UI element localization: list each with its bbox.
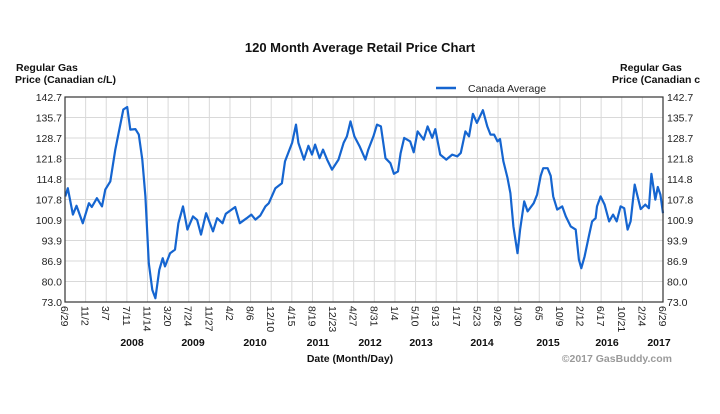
- x-tick-label: 10/9: [553, 306, 565, 327]
- y-tick-label-left: 128.7: [36, 133, 62, 145]
- y-tick-label-right: 142.7: [667, 92, 693, 104]
- x-tick-label: 1/4: [388, 306, 400, 321]
- grid: [65, 97, 663, 302]
- x-tick-label: 9/13: [429, 306, 441, 327]
- x-tick-label: 11/27: [202, 306, 214, 332]
- series-line-canada-average: [64, 105, 665, 300]
- x-tick-label: 4/2: [223, 306, 235, 321]
- y-axis-label-left-line2: Price (Canadian c/L): [15, 74, 116, 86]
- legend: Canada Average: [436, 83, 546, 95]
- plot-frame: [64, 96, 664, 303]
- x-year-label: 2017: [647, 337, 671, 349]
- x-tick-label: 8/6: [244, 306, 256, 321]
- x-tick-label: 6/29: [656, 306, 668, 327]
- x-tick-label: 11/2: [79, 306, 91, 326]
- y-axis-label-left-line1: Regular Gas: [16, 62, 78, 74]
- y-tick-label-left: 93.9: [42, 236, 63, 248]
- x-year-label: 2013: [409, 337, 433, 349]
- copyright: ©2017 GasBuddy.com: [562, 353, 672, 365]
- y-tick-label-left: 73.0: [42, 297, 63, 309]
- x-tick-label: 5/10: [409, 306, 421, 327]
- y-tick-label-right: 121.8: [667, 154, 693, 166]
- y-tick-label-left: 107.8: [36, 195, 62, 207]
- y-tick-label-left: 114.8: [37, 174, 63, 186]
- x-tick-label: 7/24: [182, 306, 194, 327]
- y-tick-label-right: 128.7: [667, 133, 693, 145]
- y-tick-label-left: 142.7: [36, 92, 62, 104]
- x-year-label: 2016: [595, 337, 619, 349]
- x-year-label: 2011: [307, 337, 330, 349]
- x-tick-label: 1/17: [450, 306, 462, 327]
- x-tick-label: 3/20: [161, 306, 173, 327]
- x-tick-label: 2/12: [574, 306, 586, 327]
- x-year-label: 2010: [243, 337, 267, 349]
- x-ticks: 6/29 11/2 3/7 7/11 11/14 3/20 7/24 11/27 4/2 8/6 1…: [58, 306, 668, 332]
- x-year-label: 2015: [536, 337, 560, 349]
- y-tick-label-right: 73.0: [667, 297, 688, 309]
- x-tick-label: 6/17: [594, 306, 606, 327]
- x-tick-label: 8/31: [367, 306, 379, 327]
- x-tick-label: 10/21: [615, 306, 627, 332]
- y-axis-label-right-line1: Regular Gas: [620, 62, 682, 74]
- legend-label: Canada Average: [468, 83, 546, 95]
- x-year-label: 2014: [470, 337, 494, 349]
- x-tick-label: 11/14: [140, 306, 152, 332]
- y-tick-label-left: 100.9: [36, 215, 62, 227]
- x-tick-label: 4/27: [347, 306, 359, 327]
- y-tick-label-left: 135.7: [36, 113, 62, 125]
- x-year-label: 2008: [120, 337, 144, 349]
- x-tick-label: 7/11: [120, 306, 132, 326]
- chart-title: 120 Month Average Retail Price Chart: [245, 40, 476, 55]
- x-tick-label: 9/26: [491, 306, 503, 327]
- x-year-label: 2012: [358, 337, 382, 349]
- y-tick-label-left: 86.9: [42, 256, 63, 268]
- year-labels: 2008 2009 2010 2011 2012 2013 2014 2015 2016 2017: [120, 337, 671, 349]
- y-tick-label-left: 80.0: [42, 277, 63, 289]
- x-tick-label: 12/23: [326, 306, 338, 332]
- x-axis-label: Date (Month/Day): [307, 353, 393, 365]
- y-axis-label-right-line2: Price (Canadian c: [612, 74, 700, 86]
- y-tick-label-right: 80.0: [667, 277, 688, 289]
- x-tick-label: 12/10: [264, 306, 276, 332]
- y-ticks: 142.7 142.7 135.7 135.7 128.7 128.7 121.8 121.8…: [36, 92, 694, 309]
- x-tick-label: 2/24: [635, 306, 647, 327]
- x-tick-label: 8/19: [305, 306, 317, 327]
- x-tick-label: 6/5: [532, 306, 544, 321]
- y-tick-label-right: 114.8: [667, 174, 693, 186]
- x-tick-label: 6/29: [58, 306, 70, 327]
- y-tick-label-left: 121.8: [36, 154, 62, 166]
- y-tick-label-right: 100.9: [667, 215, 693, 227]
- y-tick-label-right: 93.9: [667, 236, 688, 248]
- y-tick-label-right: 86.9: [667, 256, 688, 268]
- y-tick-label-right: 135.7: [667, 113, 693, 125]
- y-tick-label-right: 107.8: [667, 195, 693, 207]
- x-tick-label: 4/15: [285, 306, 297, 327]
- x-tick-label: 1/30: [512, 306, 524, 327]
- x-tick-label: 3/7: [99, 306, 111, 321]
- x-year-label: 2009: [181, 337, 205, 349]
- x-tick-label: 5/23: [470, 306, 482, 327]
- series: [64, 105, 665, 300]
